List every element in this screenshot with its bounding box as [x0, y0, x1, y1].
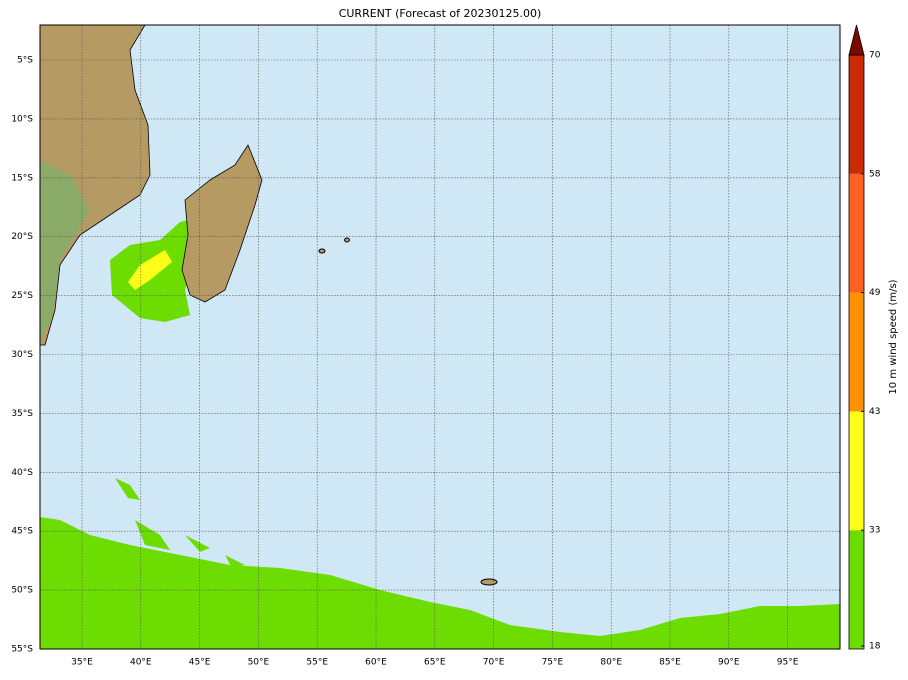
colorbar-tick-label: 43	[869, 407, 880, 417]
lon-label: 85°E	[659, 658, 681, 668]
colorbar-segment	[849, 173, 864, 293]
lat-label: 10°S	[11, 114, 33, 124]
colorbar-tick-label: 58	[869, 169, 881, 179]
wind-patches	[115, 478, 245, 568]
lon-label: 95°E	[777, 658, 799, 668]
lat-label: 20°S	[11, 232, 33, 242]
lat-label: 15°S	[11, 173, 33, 183]
map-frame	[39, 24, 841, 650]
wind-band	[40, 517, 840, 649]
lat-label: 50°S	[11, 586, 33, 596]
lat-label: 45°S	[11, 527, 33, 537]
colorbar-segment	[849, 530, 864, 649]
title: CURRENT (Forecast of 20230125.00)	[339, 7, 542, 20]
colorbar-frame	[848, 54, 865, 650]
island	[318, 248, 326, 254]
lon-label: 80°E	[600, 658, 622, 668]
lon-label: 55°E	[306, 658, 328, 668]
lon-label: 75°E	[542, 658, 564, 668]
colorbar-tick-label: 18	[869, 642, 881, 652]
ocean	[40, 25, 840, 649]
lon-label: 35°E	[71, 658, 93, 668]
madagascar	[181, 144, 263, 303]
colorbar-segment	[849, 55, 864, 174]
colorbar-segment	[849, 292, 864, 412]
lon-label: 70°E	[483, 658, 505, 668]
lat-label: 40°S	[11, 468, 33, 478]
lon-label: 60°E	[365, 658, 387, 668]
lon-label: 45°E	[189, 658, 211, 668]
lat-label: 25°S	[11, 291, 33, 301]
colorbar-segment	[849, 411, 864, 531]
island	[344, 237, 350, 243]
lon-label: 65°E	[424, 658, 446, 668]
wind-core	[128, 250, 172, 290]
lat-label: 35°S	[11, 409, 33, 419]
colorbar-tick-label: 33	[869, 526, 880, 536]
lon-label: 40°E	[130, 658, 152, 668]
africa	[39, 24, 151, 346]
lat-label: 5°S	[17, 56, 33, 66]
colorbar-extend	[848, 24, 865, 56]
colorbar-tick-label: 49	[869, 288, 881, 298]
lat-label: 30°S	[11, 350, 33, 360]
map	[39, 24, 841, 650]
lat-label: 55°S	[11, 645, 33, 655]
lon-label: 90°E	[718, 658, 740, 668]
africa-lowland	[40, 160, 90, 340]
island	[480, 578, 498, 586]
colorbar: 18 33 43 49 58 70	[848, 24, 881, 652]
colorbar-label: 10 m wind speed (m/s)	[888, 279, 899, 394]
colorbar-tick-label: 70	[869, 51, 881, 61]
lon-label: 50°E	[248, 658, 270, 668]
